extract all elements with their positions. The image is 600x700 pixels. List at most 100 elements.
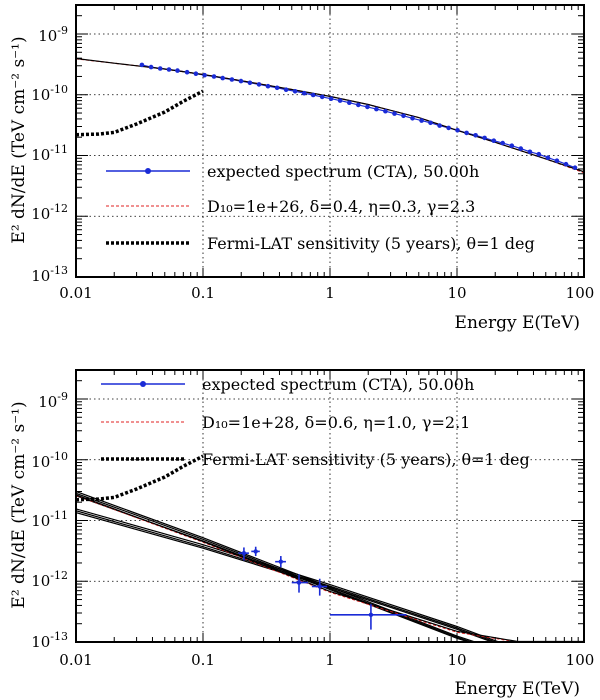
top-spectrum-point — [301, 90, 307, 96]
top-x-tick-label: 0.1 — [191, 284, 215, 302]
data-point-marker — [253, 549, 258, 554]
top-series-expected-spectrum-cta-50-00h — [141, 64, 576, 169]
top-spectrum-point — [157, 66, 163, 71]
top-legend-label-model: D₁₀=1e+26, δ=0.4, η=0.3, γ=2.3 — [207, 197, 475, 216]
top-axis-ticks — [75, 5, 585, 278]
top-x-tick-label: 100 — [566, 284, 595, 302]
tick-exponent: -12 — [50, 569, 68, 582]
tick-base: 10 — [31, 453, 50, 471]
top-spectrum-point — [410, 116, 415, 121]
tick-exponent: -9 — [57, 24, 68, 37]
tick-exponent: -11 — [50, 143, 68, 156]
top-spectrum-point — [356, 102, 361, 108]
top-spectrum-point — [238, 78, 244, 84]
top-spectrum-point — [473, 133, 478, 138]
top-spectrum-point — [554, 158, 560, 163]
bottom-x-tick-label: 0.1 — [191, 651, 215, 669]
bottom-axis-ticks — [75, 370, 585, 643]
top-spectrum-point — [401, 113, 406, 119]
top-x-tick-label: 0.01 — [59, 284, 92, 302]
top-x-tick-label: 10 — [447, 284, 466, 302]
tick-exponent: -10 — [50, 450, 68, 463]
bottom-y-tick-label: 10-13 — [31, 630, 68, 651]
bottom-data-point — [311, 578, 328, 596]
bottom-y-tick-label: 10-11 — [31, 509, 68, 530]
top-spectrum-point — [139, 62, 145, 68]
tick-base: 10 — [38, 393, 57, 411]
tick-exponent: -13 — [50, 630, 68, 643]
top-spectrum-point — [545, 155, 551, 160]
top-x-tick-labels: 0.01 0.1 1 10 100 — [59, 284, 594, 302]
top-panel: 0.01 0.1 1 10 100 10-9 10-10 10-11 10-12… — [9, 4, 594, 333]
top-spectrum-point — [455, 128, 460, 133]
top-spectrum-point — [428, 120, 433, 126]
top-spectrum-point — [392, 111, 397, 116]
bottom-data-point — [330, 604, 407, 630]
top-y-tick-label: 10-9 — [38, 24, 68, 45]
top-spectrum-point — [482, 135, 487, 141]
top-spectrum-point — [437, 123, 442, 128]
bottom-legend-label-spectrum: expected spectrum (CTA), 50.00h — [202, 375, 474, 394]
bottom-x-tick-label: 100 — [566, 651, 595, 669]
bottom-series-fermi-lat-sensitivity-5-years-1-deg — [76, 454, 204, 502]
top-spectrum-point — [536, 151, 542, 157]
bottom-series-model-6 — [76, 512, 494, 642]
top-spectrum-point — [328, 96, 334, 101]
top-spectrum-point — [446, 125, 451, 131]
top-y-tick-label: 10-13 — [31, 264, 68, 285]
top-spectrum-point — [283, 87, 289, 92]
tick-exponent: -11 — [50, 509, 68, 522]
bottom-panel: 0.01 0.1 1 10 100 10-9 10-10 10-11 10-12… — [9, 369, 595, 699]
bottom-y-tick-label: 10-10 — [31, 450, 68, 471]
top-spectrum-point — [365, 104, 370, 110]
top-spectrum-point — [500, 140, 506, 146]
top-data-points — [139, 62, 578, 170]
bottom-data-point — [291, 574, 308, 593]
top-spectrum-point — [274, 85, 280, 91]
top-spectrum-point — [310, 92, 316, 98]
bottom-series — [76, 454, 584, 642]
top-spectrum-point — [319, 94, 325, 100]
data-point-marker — [241, 550, 247, 556]
top-spectrum-point — [148, 64, 154, 70]
top-spectrum-point — [265, 83, 271, 89]
top-spectrum-point — [374, 106, 379, 112]
top-y-tick-labels: 10-9 10-10 10-11 10-12 10-13 — [31, 24, 68, 285]
tick-base: 10 — [38, 27, 57, 45]
bottom-grid — [76, 370, 584, 642]
bottom-data-points — [238, 546, 407, 630]
tick-exponent: -13 — [50, 264, 68, 277]
tick-base: 10 — [31, 86, 50, 104]
top-spectrum-point — [256, 82, 262, 87]
bottom-legend-label-fermi: Fermi-LAT sensitivity (5 years), θ=1 deg — [202, 450, 530, 469]
tick-base: 10 — [31, 572, 50, 590]
bottom-data-point — [251, 546, 260, 557]
tick-base: 10 — [31, 512, 50, 530]
bottom-legend-swatch-spectrum-marker — [140, 381, 146, 387]
top-x-axis-title: Energy E(TeV) — [455, 313, 580, 333]
data-point-marker — [368, 612, 374, 618]
bottom-data-point — [275, 556, 286, 568]
bottom-y-tick-label: 10-9 — [38, 390, 68, 411]
bottom-x-tick-label: 0.01 — [59, 651, 92, 669]
top-y-tick-label: 10-12 — [31, 202, 68, 223]
top-spectrum-point — [229, 77, 235, 82]
top-spectrum-point — [572, 165, 578, 170]
top-y-tick-label: 10-11 — [31, 143, 68, 164]
top-legend-label-fermi: Fermi-LAT sensitivity (5 years), θ=1 deg — [207, 234, 535, 253]
top-series — [76, 57, 584, 174]
top-spectrum-point — [247, 80, 253, 86]
top-grid — [76, 5, 584, 277]
top-spectrum-point — [211, 74, 217, 79]
top-spectrum-point — [509, 143, 515, 148]
top-spectrum-point — [491, 138, 497, 143]
top-y-tick-label: 10-10 — [31, 83, 68, 104]
top-spectrum-point — [383, 108, 388, 114]
top-spectrum-point — [563, 161, 569, 167]
tick-exponent: -9 — [57, 390, 68, 403]
data-point-marker — [296, 580, 302, 585]
tick-exponent: -10 — [50, 83, 68, 96]
top-legend: expected spectrum (CTA), 50.00h D₁₀=1e+2… — [106, 162, 535, 253]
top-spectrum-point — [175, 68, 180, 73]
data-point-marker — [317, 584, 322, 589]
